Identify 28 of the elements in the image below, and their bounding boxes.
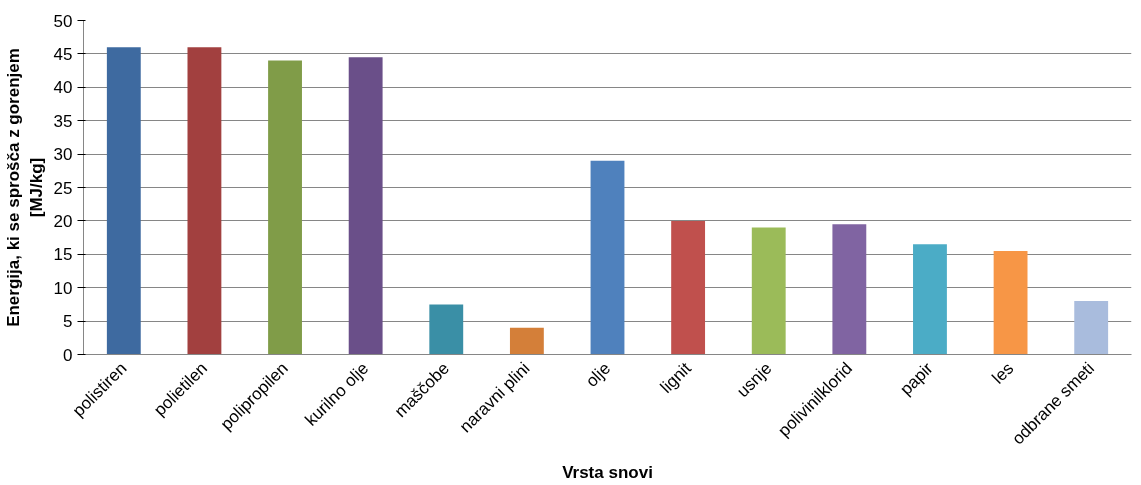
bar <box>751 227 786 355</box>
bar <box>429 304 464 355</box>
bar <box>832 224 867 355</box>
y-tick-label: 30 <box>53 145 73 165</box>
x-tick-label: les <box>988 358 1018 388</box>
bar <box>348 57 383 355</box>
y-tick-label: 20 <box>53 211 73 231</box>
y-tick-label: 15 <box>53 245 73 265</box>
y-tick-label: 5 <box>63 312 73 332</box>
y-tick-label: 10 <box>53 278 73 298</box>
bar <box>913 244 947 355</box>
y-tick-label: 50 <box>53 11 73 31</box>
bar <box>993 250 1028 355</box>
y-tick-label: 40 <box>53 78 73 98</box>
y-tick-label: 45 <box>53 44 73 64</box>
x-axis-title: Vrsta snovi <box>562 463 653 483</box>
bar <box>106 47 141 355</box>
y-axis-title: Energija, ki se sprošča z gorenjem [MJ/kg] <box>3 48 46 327</box>
bar <box>509 327 544 355</box>
y-tick-label: 25 <box>53 178 73 198</box>
x-tick-label: olje <box>582 358 615 391</box>
bar <box>187 47 222 355</box>
y-tick-label: 35 <box>53 111 73 131</box>
bar <box>590 160 625 355</box>
y-tick-label: 0 <box>63 345 73 365</box>
bar <box>1074 301 1109 355</box>
bar <box>268 60 302 355</box>
bar <box>671 220 706 355</box>
